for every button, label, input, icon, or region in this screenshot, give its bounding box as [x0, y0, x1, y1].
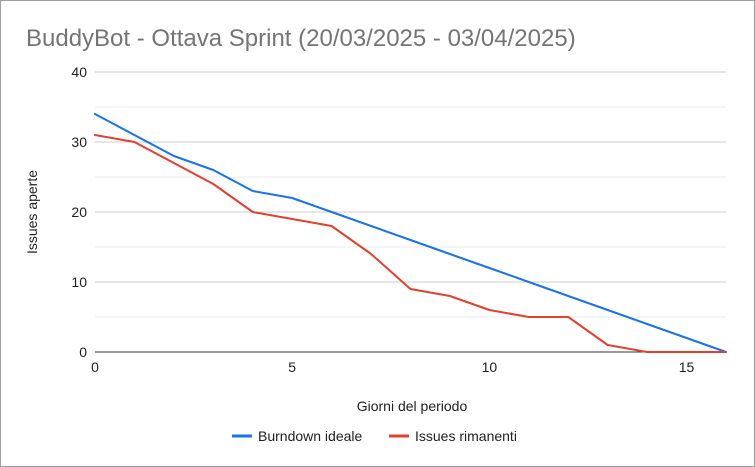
grid-lines — [95, 71, 726, 353]
x-tick-label: 10 — [482, 359, 498, 375]
series-lines — [94, 113, 727, 353]
y-tick-label: 30 — [71, 134, 87, 150]
y-axis-label: Issues aperte — [24, 170, 40, 254]
x-tick-label: 5 — [288, 359, 296, 375]
chart-title: BuddyBot - Ottava Sprint (20/03/2025 - 0… — [26, 25, 576, 52]
x-tick-label: 15 — [679, 359, 695, 375]
series-line-1 — [94, 113, 727, 353]
legend: Burndown ideale Issues rimanenti — [232, 428, 517, 444]
y-tick-label: 0 — [79, 344, 87, 360]
legend-label-2: Issues rimanenti — [415, 428, 517, 444]
y-tick-label: 20 — [71, 204, 87, 220]
x-axis-label: Giorni del periodo — [357, 398, 468, 414]
y-tick-label: 10 — [71, 274, 87, 290]
legend-label-1: Burndown ideale — [258, 428, 363, 444]
tick-labels: 0 10 20 30 40 0 5 10 15 — [71, 64, 694, 375]
x-tick-label: 0 — [91, 359, 99, 375]
series-line-2 — [94, 134, 727, 353]
y-tick-label: 40 — [71, 64, 87, 80]
